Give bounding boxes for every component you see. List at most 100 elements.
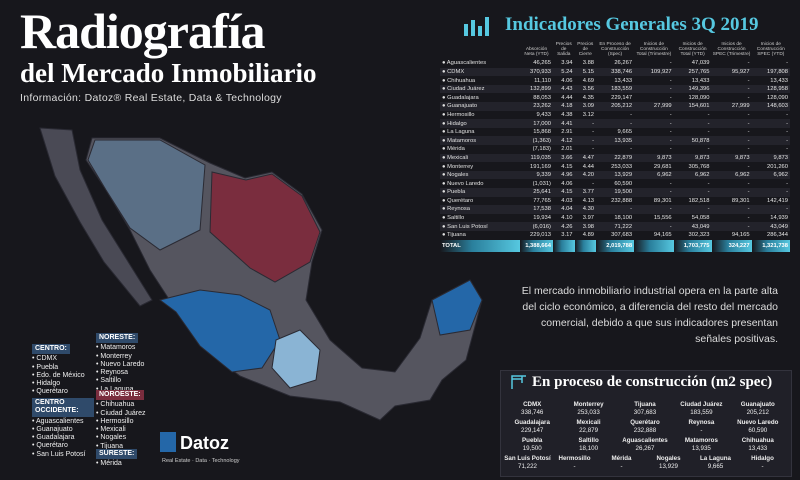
construction-box <box>500 370 792 477</box>
column-header: Inicios de Construcción SPEC (YTD) <box>756 42 785 58</box>
city-value: 229,147 <box>521 426 544 434</box>
region-item: • Guanajuato <box>32 425 73 433</box>
table-cell: 94,165 <box>653 232 672 239</box>
table-row: ● Querétaro 77,765 4.03 4.13 232,888 89,301 18… <box>440 197 790 206</box>
construction-cell: Mexicali 22,879 <box>560 419 616 434</box>
city-name: Mexicali <box>576 419 601 426</box>
table-cell: 4.41 <box>552 119 575 128</box>
table-cell: 154,601 <box>673 102 712 111</box>
table-cell: 13,929 <box>596 170 635 180</box>
table-cell: 4.44 <box>582 163 595 170</box>
table-cell: - <box>592 146 595 153</box>
city-name: Querétaro <box>630 419 660 426</box>
logo-tagline: Real Estate · Data · Technology <box>162 458 240 464</box>
table-cell: 197,808 <box>751 67 790 77</box>
region-item: • Mexicali <box>96 426 126 434</box>
table-cell: - <box>747 60 750 67</box>
construction-cell: Querétaro 232,888 <box>617 419 673 434</box>
city-value: - <box>620 462 623 470</box>
table-cell: - <box>634 119 674 128</box>
city-name: Guanajuato <box>740 401 775 408</box>
city-value: - <box>573 462 576 470</box>
logo-name: Datoz <box>180 433 229 453</box>
city-cell: ● La Laguna <box>442 129 475 136</box>
table-cell: - <box>747 180 750 187</box>
table-cell: 128,958 <box>751 84 790 94</box>
table-cell: 17,000 <box>520 119 553 128</box>
table-row: ● Ciudad Juárez 132,899 4.43 3.56 183,559-14… <box>440 84 790 94</box>
title: Radiografía <box>20 3 266 59</box>
table-cell: 89,301 <box>653 197 672 204</box>
table-cell: - <box>747 94 750 101</box>
table-cell: 60,590 <box>614 180 633 187</box>
table-cell: 17,538 <box>520 205 553 214</box>
column-header: Inicios de Construcción Total (Trimestre… <box>636 42 672 58</box>
table-cell: - <box>786 180 788 187</box>
table-cell: - <box>711 222 752 231</box>
table-cell: - <box>786 146 788 153</box>
table-cell: 26,267 <box>614 60 633 67</box>
construction-cell: Reynosa - <box>673 419 729 434</box>
table-cell: - <box>592 180 595 187</box>
table-cell: - <box>786 129 788 136</box>
region-item: • Mérida <box>96 460 122 468</box>
region-item: • Matamoros <box>96 344 136 352</box>
city-name: Aguascalientes <box>622 437 668 444</box>
total-cell: 1,321,738 <box>751 239 790 252</box>
total-row: TOTAL 1,388,664 2,019,788 1,703,775 324,227 1… <box>440 239 790 252</box>
city-name: Guadalajara <box>514 419 550 426</box>
table-cell: - <box>747 163 750 170</box>
table-cell: - <box>596 119 635 128</box>
table-cell: 13,433 <box>691 77 710 84</box>
table-cell: 2.01 <box>561 146 573 153</box>
city-name: Chihuahua <box>741 437 774 444</box>
construction-title: En proceso de construcción (m2 spec) <box>532 374 773 390</box>
region-item: • San Luis Potosí <box>32 450 86 458</box>
table-cell: - <box>747 77 750 84</box>
table-cell: 89,301 <box>731 197 750 204</box>
table-cell: - <box>596 205 635 214</box>
city-name: Hidalgo <box>751 455 774 462</box>
city-cell: ● Nogales <box>440 170 520 180</box>
table-cell: 253,033 <box>611 163 633 170</box>
table-row: ● Guanajuato 23,262 4.18 3.09 205,212 27,999 1… <box>440 102 790 111</box>
table-cell: 6,962 <box>673 170 712 180</box>
region-item: • Tijuana <box>96 442 123 450</box>
city-cell: ● Monterrey <box>442 163 474 170</box>
region-name: NORESTE: <box>96 333 139 344</box>
table-cell: 3.12 <box>582 111 595 118</box>
table-cell: 9,339 <box>520 170 553 180</box>
table-cell: - <box>747 215 750 222</box>
table-cell: - <box>786 111 788 118</box>
table-cell: 109,927 <box>634 67 674 77</box>
table-cell: - <box>669 129 672 136</box>
table-cell: 132,899 <box>520 84 553 94</box>
total-cell <box>552 239 575 252</box>
table-cell: - <box>592 129 595 136</box>
total-cell: TOTAL <box>440 239 520 252</box>
total-cell: 1,388,664 <box>520 239 553 252</box>
table-cell: 43,049 <box>673 222 712 231</box>
crane-icon <box>511 375 526 389</box>
city-name: Ciudad Juárez <box>680 401 723 408</box>
table-row: ● Tijuana 229,013 3.17 4.89 307,683 94,165 302… <box>440 231 790 240</box>
construction-cell: CDMX 338,746 <box>504 401 560 416</box>
city-value: 18,100 <box>579 444 599 452</box>
city-value: 13,433 <box>748 444 768 452</box>
construction-cell: Aguascalientes 26,267 <box>617 437 673 452</box>
header-row: Absorción Neta (YTD) Precios de Salida Pre… <box>440 42 790 59</box>
table-cell: 43,049 <box>751 222 790 231</box>
table-cell: 71,222 <box>596 222 635 231</box>
table-cell: 13,935 <box>596 136 635 146</box>
city-cell: ● Guanajuato <box>440 102 520 111</box>
table-cell: 305,768 <box>688 163 710 170</box>
region-item: • La Laguna <box>96 386 168 394</box>
region-item: • Querétaro <box>32 388 68 396</box>
table-cell: 4.10 <box>561 215 573 222</box>
table-cell: 27,999 <box>634 102 674 111</box>
table-cell: 4.12 <box>552 136 575 146</box>
city-cell: ● Tijuana <box>442 232 466 239</box>
construction-cell: Nogales 13,929 <box>645 455 692 470</box>
table-row: ● Mexicali 119,035 3.66 4.47 22,879 9,873 9,87… <box>440 153 790 163</box>
